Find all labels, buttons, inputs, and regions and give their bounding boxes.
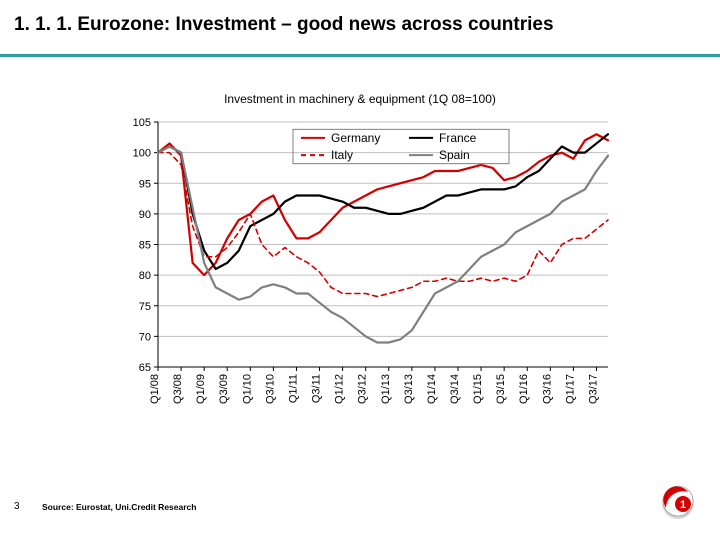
svg-text:Q1/12: Q1/12 bbox=[334, 374, 346, 404]
page-title: 1. 1. 1. Eurozone: Investment – good new… bbox=[14, 14, 554, 36]
svg-text:Q3/08: Q3/08 bbox=[172, 374, 184, 404]
svg-text:Spain: Spain bbox=[439, 148, 470, 162]
slide: 1. 1. 1. Eurozone: Investment – good new… bbox=[0, 0, 720, 540]
svg-text:Q1/14: Q1/14 bbox=[426, 374, 438, 404]
svg-text:Q1/13: Q1/13 bbox=[380, 374, 392, 404]
svg-text:Q1/10: Q1/10 bbox=[241, 374, 253, 404]
svg-text:Germany: Germany bbox=[331, 131, 380, 145]
svg-text:75: 75 bbox=[139, 301, 151, 313]
svg-text:Italy: Italy bbox=[331, 148, 353, 162]
svg-text:80: 80 bbox=[139, 270, 151, 282]
svg-text:Q3/10: Q3/10 bbox=[264, 374, 276, 404]
svg-text:Q1/11: Q1/11 bbox=[287, 374, 299, 403]
svg-text:Q3/09: Q3/09 bbox=[218, 374, 230, 404]
svg-text:Q3/17: Q3/17 bbox=[587, 374, 599, 404]
svg-text:Q1/08: Q1/08 bbox=[149, 374, 161, 404]
svg-text:Q3/12: Q3/12 bbox=[357, 374, 369, 404]
svg-text:Q3/16: Q3/16 bbox=[541, 374, 553, 404]
svg-text:Q1/09: Q1/09 bbox=[195, 374, 207, 404]
svg-text:85: 85 bbox=[139, 240, 151, 252]
svg-text:105: 105 bbox=[133, 117, 151, 129]
chart-svg: 65 70 75 80 85 90 95 100 105 Q1/08 Q3/08 Q1/09 Q3/09… bbox=[118, 112, 618, 412]
investment-chart: 65 70 75 80 85 90 95 100 105 Q1/08 Q3/08 Q1/09 Q3/09… bbox=[118, 112, 618, 412]
svg-text:65: 65 bbox=[139, 362, 151, 374]
page-number: 3 bbox=[14, 501, 20, 512]
svg-text:Q1/15: Q1/15 bbox=[472, 374, 484, 404]
svg-text:100: 100 bbox=[133, 148, 151, 160]
svg-text:95: 95 bbox=[139, 178, 151, 190]
chart-subtitle: Investment in machinery & equipment (1Q … bbox=[0, 92, 720, 106]
brand-logo: 1 bbox=[658, 482, 698, 522]
svg-text:Q1/16: Q1/16 bbox=[518, 374, 530, 404]
svg-text:Q3/15: Q3/15 bbox=[495, 374, 507, 404]
svg-text:90: 90 bbox=[139, 209, 151, 221]
logo-svg: 1 bbox=[658, 482, 698, 522]
svg-text:70: 70 bbox=[139, 331, 151, 343]
series-germany bbox=[158, 134, 608, 275]
svg-text:1: 1 bbox=[680, 499, 686, 511]
title-rule bbox=[0, 54, 720, 57]
svg-text:Q3/13: Q3/13 bbox=[403, 374, 415, 404]
svg-text:France: France bbox=[439, 131, 477, 145]
source-text: Source: Eurostat, Uni.Credit Research bbox=[42, 502, 196, 512]
svg-text:Q3/14: Q3/14 bbox=[449, 374, 461, 404]
svg-text:Q3/11: Q3/11 bbox=[311, 374, 323, 403]
svg-text:Q1/17: Q1/17 bbox=[564, 374, 576, 404]
